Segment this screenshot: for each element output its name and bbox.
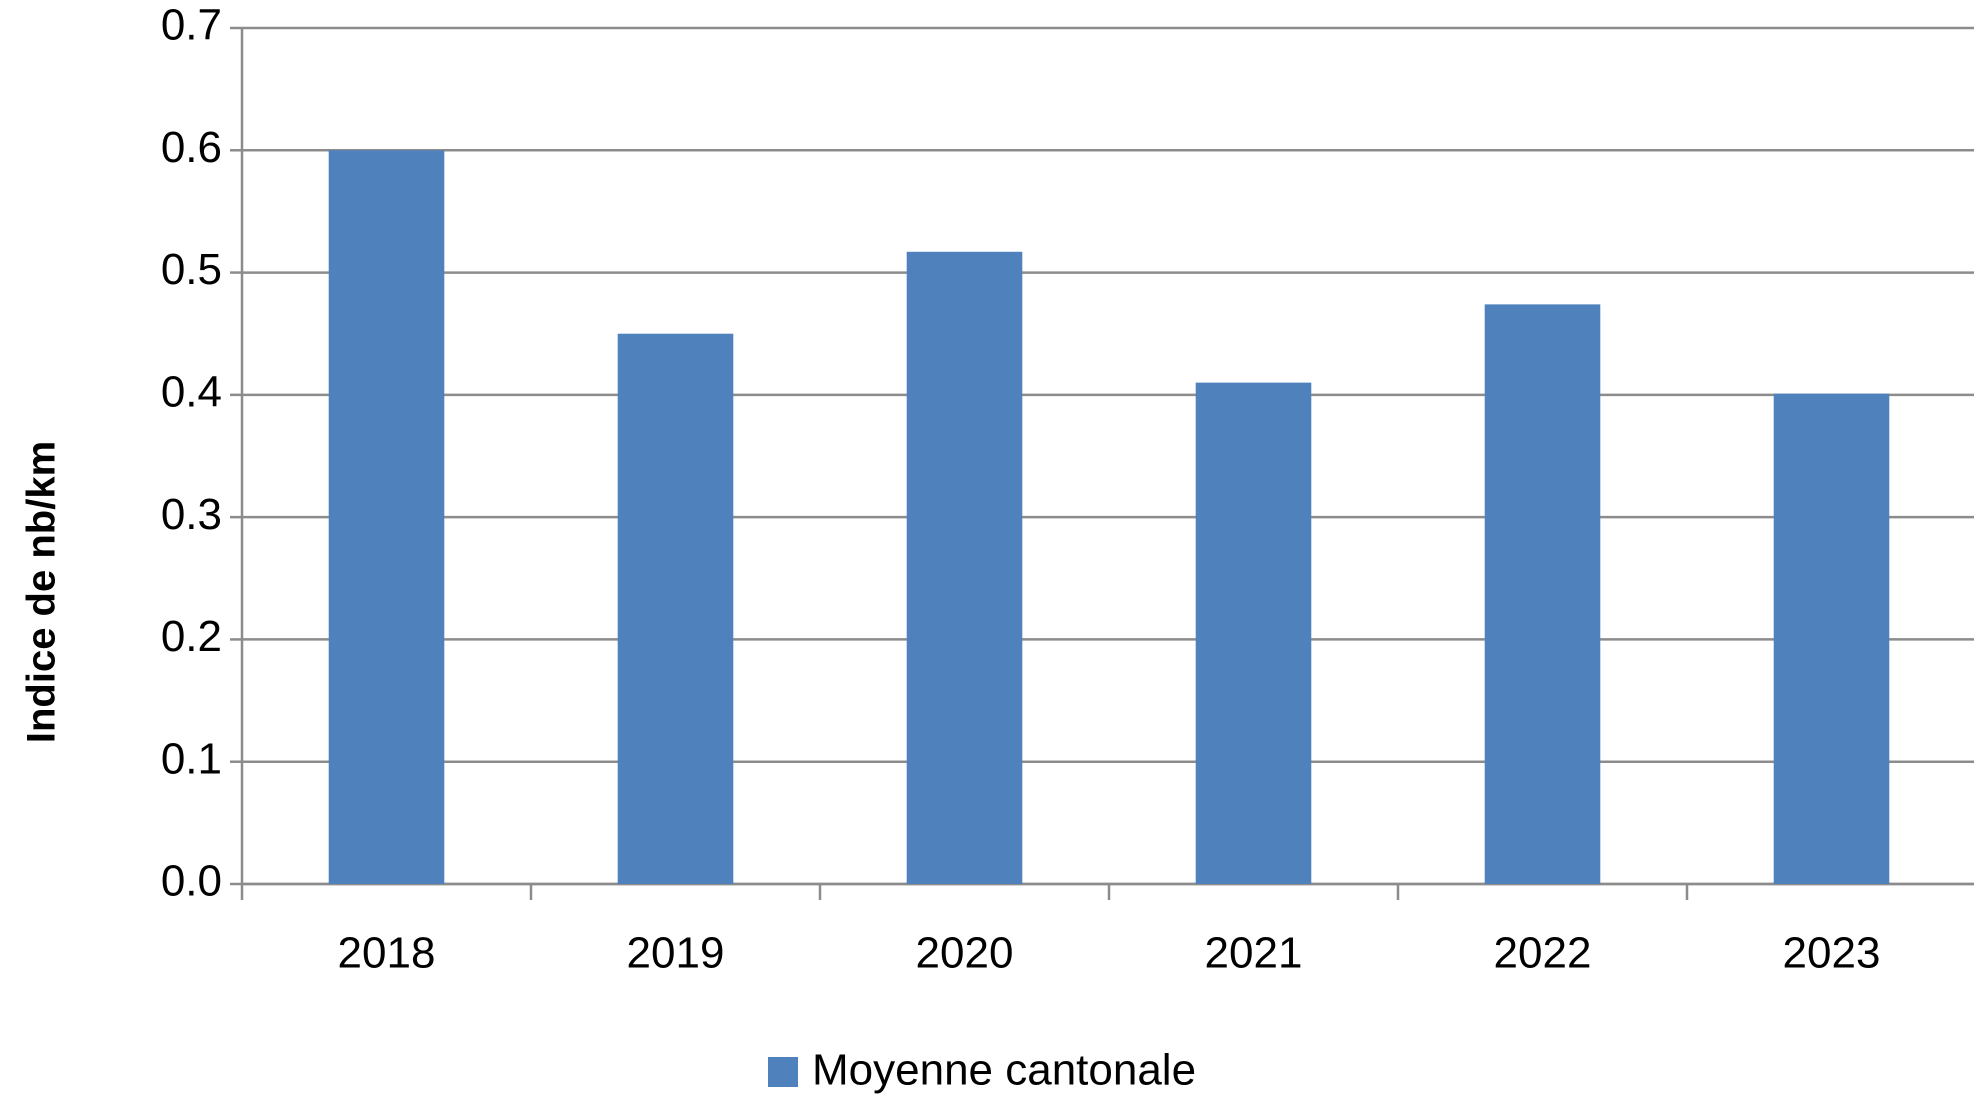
bar xyxy=(1195,382,1312,884)
y-tick-label: 0.1 xyxy=(161,734,222,783)
x-tick-label: 2020 xyxy=(916,929,1014,978)
bar xyxy=(1773,393,1890,884)
y-tick-label: 0.0 xyxy=(161,857,222,906)
y-tick-label: 0.4 xyxy=(161,367,222,416)
x-tick-label: 2021 xyxy=(1205,929,1303,978)
y-tick-label: 0.5 xyxy=(161,245,222,294)
y-tick-label: 0.7 xyxy=(161,1,222,50)
y-tick-label: 0.3 xyxy=(161,490,222,539)
bar xyxy=(1484,304,1601,884)
bar xyxy=(328,150,445,885)
bar xyxy=(617,333,734,884)
bar xyxy=(906,251,1023,885)
x-tick-label: 2022 xyxy=(1494,929,1592,978)
legend-label: Moyenne cantonale xyxy=(812,1046,1196,1095)
legend-swatch xyxy=(768,1057,798,1087)
x-tick-label: 2019 xyxy=(627,929,725,978)
y-tick-label: 0.2 xyxy=(161,612,222,661)
x-tick-label: 2018 xyxy=(338,929,436,978)
y-axis-label: Indice de nb/km xyxy=(20,441,64,743)
x-tick-label: 2023 xyxy=(1783,929,1881,978)
y-tick-label: 0.6 xyxy=(161,123,222,172)
